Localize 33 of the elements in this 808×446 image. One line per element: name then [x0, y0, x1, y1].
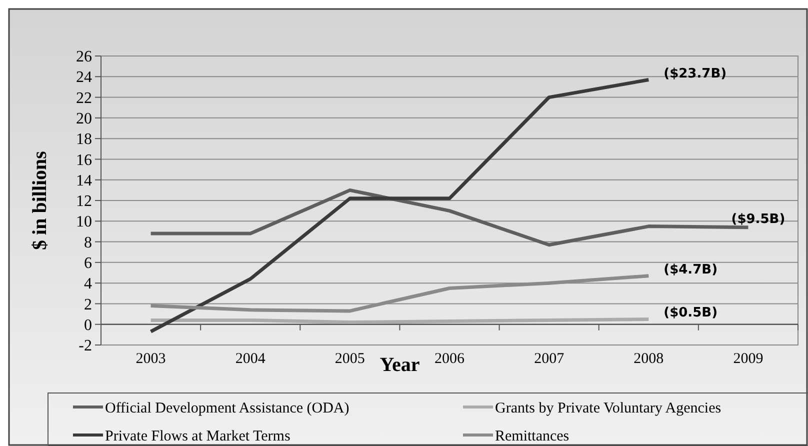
y-tick-label: 2: [84, 296, 92, 314]
x-tick-label: 2004: [235, 351, 266, 367]
legend-label: Private Flows at Market Terms: [105, 428, 290, 444]
y-tick-label: 8: [84, 234, 92, 252]
x-tick-label: 2008: [634, 351, 664, 367]
y-tick-label: 26: [76, 48, 92, 66]
x-axis-title: Year: [380, 354, 420, 376]
annotation: ($0.5B): [664, 306, 718, 321]
y-tick-label: 10: [76, 214, 92, 231]
y-tick-label: 6: [84, 255, 92, 272]
y-tick-label: 20: [76, 110, 92, 128]
y-tick-label: 22: [76, 90, 92, 107]
legend-label: Official Development Assistance (ODA): [105, 400, 350, 416]
legend-label: Remittances: [495, 428, 570, 444]
y-tick-label: 12: [76, 193, 92, 210]
y-tick-label: 14: [76, 172, 92, 190]
x-tick-label: 2003: [136, 351, 166, 367]
annotation: ($9.5B): [731, 212, 786, 227]
annotation: ($4.7B): [664, 262, 718, 278]
y-tick-label: 16: [76, 152, 92, 169]
y-tick-label: 4: [84, 276, 92, 293]
x-tick-label: 2005: [334, 351, 365, 367]
x-tick-label: 2007: [534, 351, 565, 367]
y-tick-label: 0: [84, 316, 92, 334]
x-tick-label: 2009: [733, 351, 764, 367]
y-tick-label: -2: [78, 338, 92, 355]
y-tick-label: 18: [76, 131, 92, 148]
y-tick-label: 24: [76, 69, 92, 86]
legend-label: Grants by Private Voluntary Agencies: [495, 400, 722, 416]
annotation: ($23.7B): [664, 66, 727, 82]
line-series: [149, 78, 650, 334]
y-axis-title: $ in billions: [29, 150, 51, 250]
x-tick-label: 2006: [434, 351, 465, 367]
